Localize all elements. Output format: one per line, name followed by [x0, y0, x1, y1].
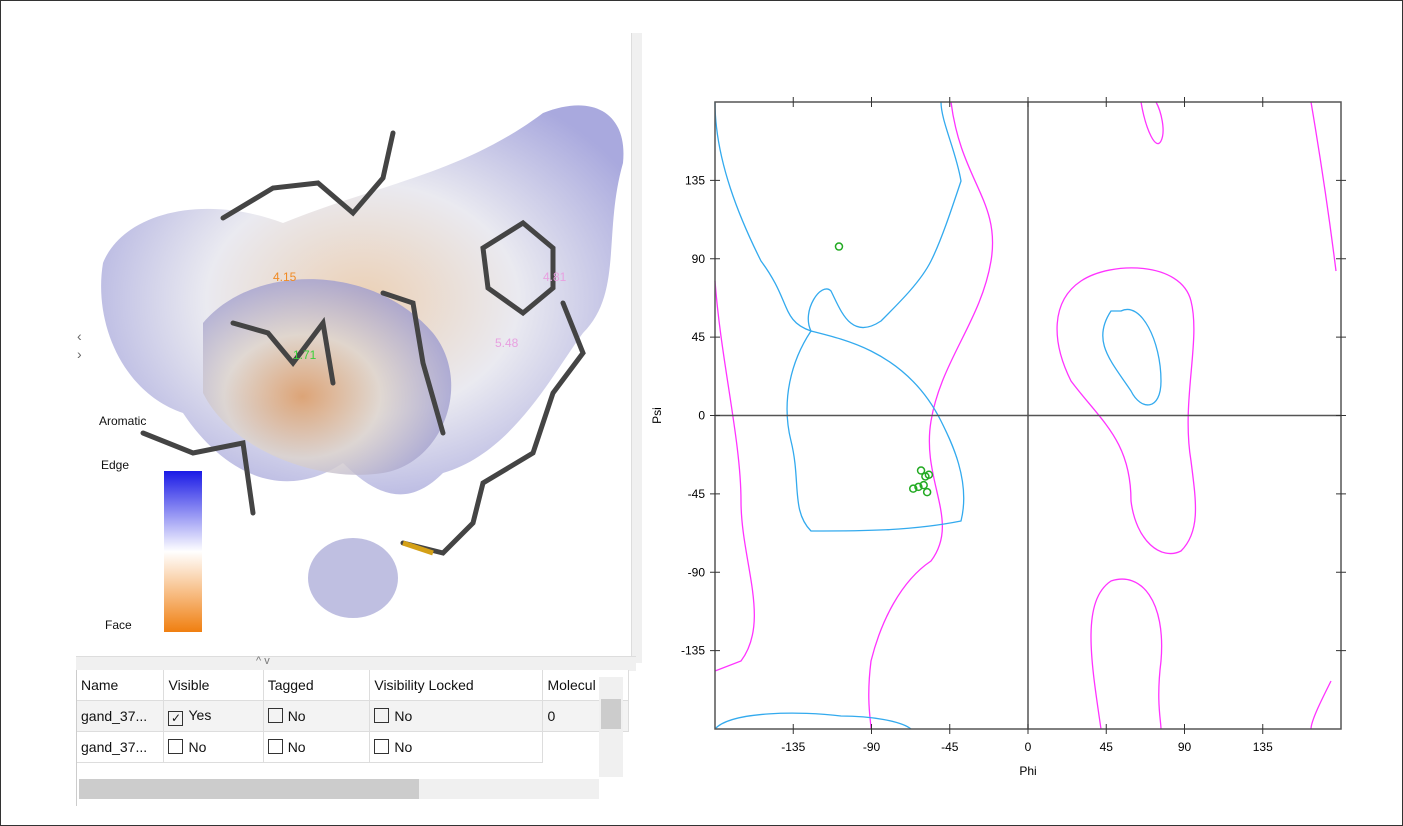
sticks	[402, 540, 434, 556]
checkbox[interactable]	[374, 739, 390, 754]
x-tick-label: 90	[1178, 740, 1192, 754]
surface	[308, 538, 398, 618]
cell-text: No	[188, 739, 207, 755]
contour-core	[714, 101, 1162, 730]
checkbox[interactable]: ✓	[168, 710, 184, 726]
checkbox[interactable]	[267, 708, 283, 723]
point	[908, 484, 918, 493]
y-tick-label: -135	[681, 644, 705, 658]
splitter[interactable]: ^ v	[76, 655, 636, 671]
table-cell: No	[369, 700, 544, 732]
splitter[interactable]	[631, 33, 642, 663]
table-cell: No	[163, 731, 264, 763]
cell-text: No	[287, 708, 306, 724]
y-tick-label: 0	[698, 409, 705, 423]
contour-allowed	[714, 101, 1337, 730]
y-tick-label: -45	[688, 487, 706, 501]
checkbox[interactable]	[374, 708, 390, 723]
legend-scale	[164, 471, 202, 632]
point	[922, 487, 932, 497]
x-tick-label: -90	[863, 740, 881, 754]
point	[834, 242, 844, 251]
column-header: Visible	[163, 670, 264, 701]
checkbox[interactable]	[267, 739, 283, 754]
table-cell: No	[369, 731, 544, 763]
point	[919, 480, 928, 490]
legend-label: Aromatic	[99, 414, 146, 428]
cell-text: 0	[547, 708, 556, 724]
column-header: Name	[77, 670, 165, 701]
y-tick-label: 45	[692, 330, 706, 344]
table-cell: No	[263, 700, 371, 732]
distance-label: 1.71	[293, 348, 317, 362]
legend-label: Face	[105, 618, 132, 632]
y-tick-label: 90	[692, 252, 706, 266]
vertical-scrollbar[interactable]	[599, 677, 623, 777]
sticks	[140, 130, 586, 556]
distance-label: 4.15	[273, 270, 297, 284]
x-tick-label: 135	[1253, 740, 1273, 754]
cell-text: gand_37...	[81, 708, 148, 724]
point	[924, 470, 934, 479]
cell-text: No	[287, 739, 306, 755]
horizontal-scrollbar[interactable]	[79, 779, 599, 799]
cell-text: No	[394, 708, 413, 724]
cell-text: Yes	[188, 706, 212, 723]
distance-label: 4.81	[543, 270, 567, 284]
molecule-view[interactable]: 4.15 1.71 4.81 5.48 Aromatic Edge Face	[83, 33, 629, 655]
table-cell: ✓ Yes	[163, 700, 264, 732]
point	[916, 466, 926, 475]
legend-label: Edge	[101, 458, 129, 472]
point	[914, 482, 923, 492]
y-tick-label: -90	[688, 565, 706, 579]
distance-label: 5.48	[495, 336, 519, 350]
x-axis-label: Phi	[1019, 764, 1036, 778]
header-row: Name Visible Tagged Visibility Locked Molecu…	[77, 670, 629, 701]
column-header: Visibility Locked	[369, 670, 544, 701]
cell-text: No	[394, 739, 413, 755]
x-tick-label: -135	[781, 740, 805, 754]
x-tick-label: 45	[1100, 740, 1114, 754]
checkbox[interactable]	[168, 739, 184, 754]
surface	[203, 279, 452, 475]
table-cell: No	[263, 731, 371, 763]
ramachandran-plot: -135 -90 -45 0 45 90 135 -135 -90 -45 0 45 90 135 Phi P…	[650, 97, 1346, 778]
table-cell: gand_37...	[77, 700, 165, 732]
table-cell: gand_37...	[77, 731, 165, 763]
table: Name Visible Tagged Visibility Locked Molecu…	[77, 670, 629, 763]
table-row: gand_37... ✓ Yes No No 0	[77, 700, 629, 732]
y-tick-label: 135	[685, 173, 705, 187]
x-tick-label: 0	[1025, 740, 1032, 754]
collapse-arrows[interactable]: ‹ ›	[77, 328, 82, 362]
cell-text: gand_37...	[81, 739, 148, 755]
column-header: Tagged	[263, 670, 371, 701]
y-axis-label: Psi	[650, 407, 664, 424]
x-tick-label: -45	[941, 740, 959, 754]
table-row: gand_37... No No No	[77, 731, 629, 763]
